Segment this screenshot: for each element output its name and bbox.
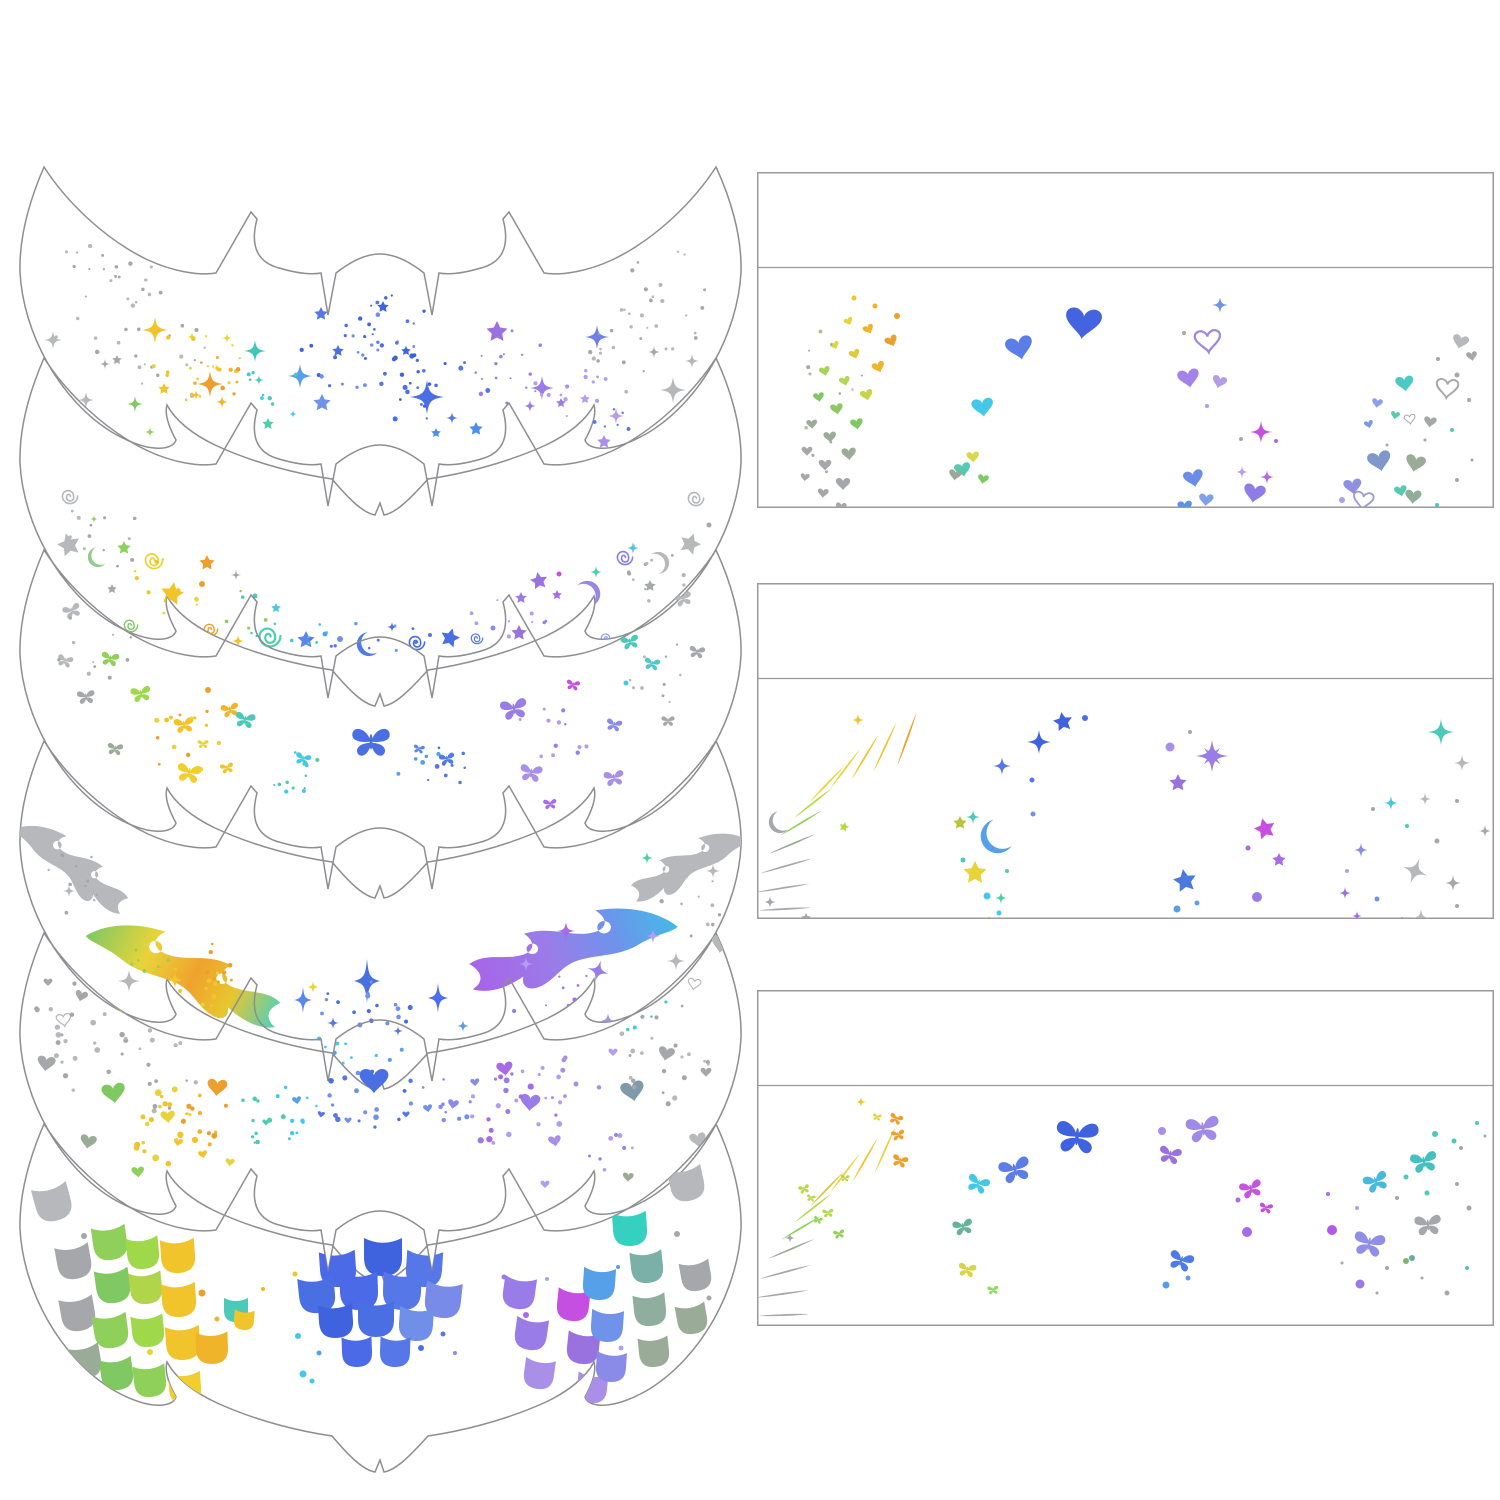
sheet-outline <box>19 357 742 707</box>
design-hearts <box>19 933 733 1195</box>
face-sheet-moons-stars-swirls <box>19 357 742 707</box>
strip-border <box>757 990 1494 1326</box>
face-sheet-hearts <box>19 932 742 1282</box>
design-butterflies <box>56 590 706 810</box>
face-sheet-mermaid-scales <box>19 1123 742 1473</box>
strip-sheet-butterflies <box>757 990 1494 1326</box>
face-sheet-sparkle-stars <box>19 166 742 516</box>
sheet-outline <box>19 740 742 1090</box>
design-moons-stars-swirls <box>54 489 712 683</box>
sheet-outline <box>19 1123 742 1473</box>
design-tribal-flames <box>19 807 742 1065</box>
strip-border <box>757 583 1494 919</box>
face-sheet-butterflies <box>19 549 742 899</box>
sheet-outline <box>19 932 742 1282</box>
design-mermaid-scales <box>30 1163 714 1417</box>
sheet-outline <box>19 549 742 899</box>
face-sheet-tribal-flames <box>19 740 742 1090</box>
strip-sheet-hearts <box>757 172 1494 508</box>
strip-border <box>757 172 1494 508</box>
design-sparkle-stars <box>44 243 707 448</box>
sheet-outline <box>19 166 742 516</box>
strip-sheet-stars <box>757 583 1494 919</box>
